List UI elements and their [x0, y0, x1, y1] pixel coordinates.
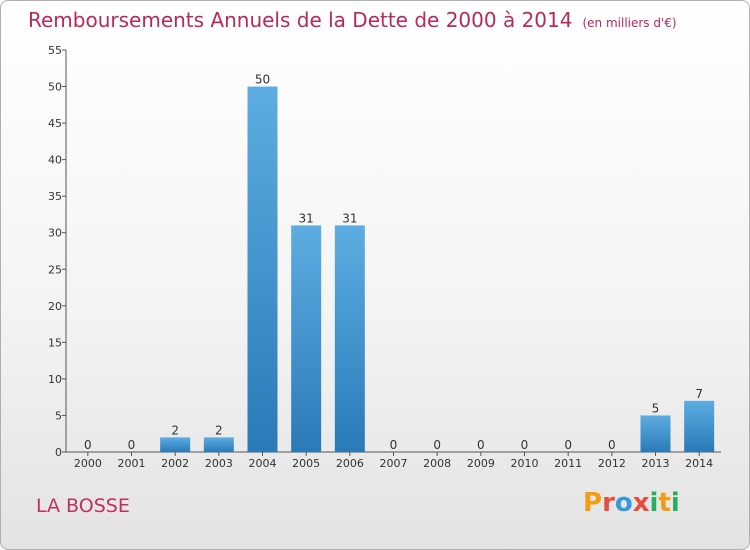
proxiti-logo: Proxiti [583, 488, 680, 518]
x-tick-label-2002: 2002 [161, 457, 189, 470]
bar-2005 [291, 225, 322, 452]
x-tick-label-2005: 2005 [292, 457, 320, 470]
bar-2006 [334, 225, 365, 452]
logo-letter: t [658, 488, 671, 518]
x-tick-label-2004: 2004 [249, 457, 277, 470]
data-label-2011: 0 [564, 438, 572, 452]
x-tick-label-2007: 2007 [380, 457, 408, 470]
data-label-2012: 0 [608, 438, 616, 452]
y-tick-label: 15 [48, 336, 62, 349]
bar-2013 [640, 415, 671, 452]
x-tick-label-2001: 2001 [118, 457, 146, 470]
y-tick-label: 50 [48, 81, 62, 94]
logo-letter: i [670, 488, 680, 518]
x-tick-label-2012: 2012 [598, 457, 626, 470]
y-tick-label: 25 [48, 263, 62, 276]
x-tick-label-2014: 2014 [685, 457, 713, 470]
data-label-2013: 5 [652, 401, 660, 415]
bar-2003 [203, 437, 234, 452]
y-tick-label: 40 [48, 154, 62, 167]
place-name: LA BOSSE [36, 495, 130, 517]
y-tick-label: 5 [55, 409, 62, 422]
logo-letter: x [632, 488, 650, 518]
x-tick-label-2003: 2003 [205, 457, 233, 470]
y-tick-label: 20 [48, 300, 62, 313]
data-label-2006: 31 [342, 211, 357, 225]
chart-title: Remboursements Annuels de la Dette de 20… [28, 8, 677, 32]
y-tick-label: 30 [48, 227, 62, 240]
data-label-2001: 0 [128, 438, 136, 452]
x-tick-label-2011: 2011 [554, 457, 582, 470]
chart-title-unit: (en milliers d'€) [582, 16, 677, 30]
data-label-2002: 2 [171, 423, 179, 437]
data-label-2005: 31 [299, 211, 314, 225]
logo-letter: o [614, 488, 633, 518]
x-tick-label-2000: 2000 [74, 457, 102, 470]
y-tick-label: 10 [48, 373, 62, 386]
bar-2014 [684, 400, 715, 452]
x-tick-label-2009: 2009 [467, 457, 495, 470]
data-label-2000: 0 [84, 438, 92, 452]
x-tick-label-2010: 2010 [511, 457, 539, 470]
y-tick-label: 35 [48, 190, 62, 203]
data-label-2009: 0 [477, 438, 485, 452]
data-label-2008: 0 [433, 438, 441, 452]
logo-letter: P [583, 488, 603, 518]
y-tick-label: 55 [48, 44, 62, 57]
y-tick-label: 0 [55, 446, 62, 459]
data-label-2007: 0 [390, 438, 398, 452]
data-label-2014: 7 [695, 387, 703, 401]
x-tick-label-2006: 2006 [336, 457, 364, 470]
bar-2004 [247, 86, 278, 452]
data-label-2003: 2 [215, 423, 223, 437]
y-tick-label: 45 [48, 117, 62, 130]
data-label-2004: 50 [255, 73, 270, 87]
data-label-2010: 0 [521, 438, 529, 452]
logo-letter: r [602, 488, 615, 518]
logo-letter: i [649, 488, 659, 518]
chart-title-text: Remboursements Annuels de la Dette de 20… [28, 8, 573, 32]
bar-2002 [160, 437, 191, 452]
x-tick-label-2013: 2013 [642, 457, 670, 470]
x-tick-label-2008: 2008 [423, 457, 451, 470]
